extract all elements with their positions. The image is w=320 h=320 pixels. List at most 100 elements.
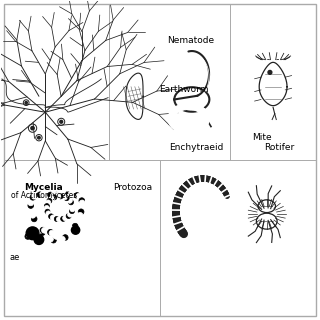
Circle shape (64, 196, 69, 201)
Circle shape (38, 136, 40, 139)
Circle shape (171, 122, 177, 128)
Circle shape (71, 226, 80, 234)
Circle shape (190, 127, 197, 133)
Circle shape (28, 206, 34, 212)
Circle shape (68, 200, 74, 205)
Circle shape (63, 216, 68, 221)
Circle shape (44, 228, 50, 234)
Circle shape (40, 227, 46, 233)
Circle shape (31, 229, 37, 235)
Circle shape (66, 197, 71, 202)
Circle shape (79, 200, 85, 206)
Text: Enchytraeid: Enchytraeid (170, 143, 224, 152)
Circle shape (42, 228, 47, 233)
Circle shape (68, 192, 74, 197)
Circle shape (48, 197, 53, 202)
Circle shape (37, 192, 43, 198)
Circle shape (168, 112, 175, 119)
Circle shape (193, 104, 199, 111)
Circle shape (201, 110, 207, 116)
Circle shape (168, 115, 174, 121)
Circle shape (168, 118, 175, 125)
Circle shape (44, 207, 50, 212)
Circle shape (198, 107, 204, 113)
Circle shape (45, 202, 50, 207)
Circle shape (30, 212, 36, 218)
Circle shape (60, 120, 63, 123)
Circle shape (43, 228, 49, 233)
Circle shape (202, 111, 209, 118)
Circle shape (28, 200, 34, 206)
Text: Mite: Mite (252, 133, 272, 142)
Circle shape (51, 231, 56, 237)
Circle shape (28, 203, 34, 208)
Circle shape (50, 215, 55, 220)
Circle shape (53, 234, 59, 239)
Circle shape (36, 228, 41, 233)
Circle shape (52, 216, 57, 221)
Circle shape (46, 229, 52, 234)
Circle shape (51, 192, 56, 198)
Circle shape (57, 192, 62, 198)
Circle shape (65, 232, 71, 238)
Circle shape (46, 211, 51, 216)
Circle shape (29, 209, 35, 215)
Circle shape (44, 204, 49, 209)
Circle shape (188, 103, 194, 109)
Circle shape (59, 217, 64, 222)
Circle shape (39, 230, 45, 236)
Circle shape (203, 117, 209, 124)
Circle shape (29, 196, 35, 202)
Circle shape (77, 212, 83, 218)
Circle shape (34, 235, 44, 244)
Circle shape (69, 209, 75, 214)
Circle shape (72, 192, 78, 198)
Circle shape (60, 236, 65, 242)
Text: Earthworm: Earthworm (159, 85, 209, 94)
Text: Nematode: Nematode (167, 36, 214, 45)
Circle shape (28, 231, 34, 237)
Circle shape (30, 195, 36, 200)
Circle shape (31, 193, 37, 199)
Circle shape (268, 70, 272, 74)
Circle shape (25, 101, 27, 104)
Circle shape (196, 105, 202, 112)
Circle shape (68, 212, 73, 217)
Circle shape (45, 235, 51, 240)
Circle shape (48, 236, 53, 242)
Circle shape (62, 195, 67, 200)
Circle shape (26, 227, 39, 240)
Circle shape (70, 192, 76, 198)
Circle shape (62, 235, 68, 240)
Circle shape (72, 223, 78, 229)
Text: of Actinomycetes: of Actinomycetes (11, 190, 77, 200)
Circle shape (39, 192, 45, 197)
Circle shape (27, 232, 32, 238)
Circle shape (182, 103, 188, 110)
Circle shape (31, 216, 37, 222)
FancyBboxPatch shape (4, 4, 316, 316)
Circle shape (47, 212, 52, 218)
Circle shape (60, 194, 65, 199)
Circle shape (78, 209, 84, 215)
Circle shape (174, 106, 181, 112)
Circle shape (45, 209, 50, 214)
Circle shape (185, 128, 191, 134)
Circle shape (70, 207, 75, 212)
Circle shape (66, 213, 71, 219)
Circle shape (199, 123, 206, 129)
Circle shape (188, 128, 194, 134)
Text: Mycelia: Mycelia (24, 183, 63, 192)
Circle shape (52, 232, 58, 238)
Circle shape (46, 200, 51, 205)
Circle shape (58, 194, 63, 199)
Circle shape (49, 230, 55, 236)
Circle shape (168, 116, 174, 123)
Circle shape (177, 126, 183, 132)
Circle shape (49, 214, 54, 219)
Circle shape (53, 192, 59, 198)
Circle shape (79, 206, 85, 212)
Circle shape (60, 192, 65, 198)
Circle shape (172, 124, 179, 130)
Circle shape (57, 237, 62, 243)
